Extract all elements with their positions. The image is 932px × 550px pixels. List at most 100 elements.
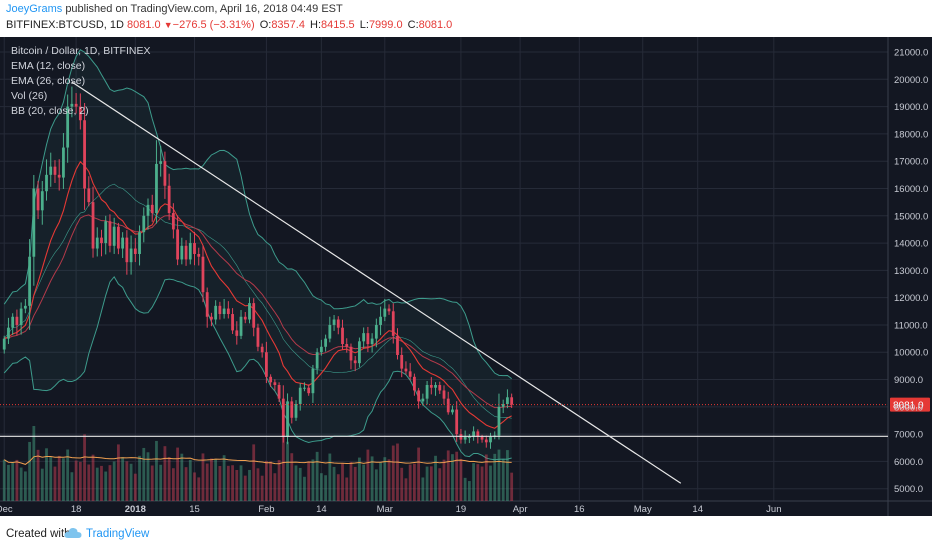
candle-body [138, 232, 141, 254]
volume-bar [159, 464, 163, 501]
volume-bar [2, 459, 6, 501]
legend-bollinger[interactable]: BB (20, close, 2) [11, 105, 89, 117]
symbol: BITFINEX:BTCUSD, 1D [6, 19, 124, 31]
x-tick-label: Dec [0, 504, 13, 515]
candle-body [78, 106, 82, 121]
y-tick-label: 9000.0 [894, 375, 923, 386]
candle-body [231, 314, 234, 331]
candle-body [336, 319, 340, 328]
volume-bar [121, 457, 125, 501]
ema26-line [4, 214, 512, 409]
candle-body [315, 352, 319, 369]
candle-body [256, 327, 260, 347]
tradingview-cloud-icon [64, 527, 82, 538]
candle-body [269, 376, 273, 383]
volume-bar [383, 457, 387, 501]
y-tick-label: 19000.0 [894, 102, 928, 113]
candle-body [150, 204, 154, 214]
candle-body [180, 245, 184, 260]
candle-body [53, 166, 57, 175]
candle-body [91, 202, 95, 249]
volume-bar [95, 467, 99, 501]
candle-body [484, 439, 488, 443]
y-tick-label: 8000.0 [894, 402, 923, 413]
low-label: L: [359, 19, 369, 31]
candle-body [15, 316, 19, 325]
volume-bar [336, 474, 340, 501]
candle-body [171, 213, 175, 230]
y-tick-label: 11000.0 [894, 320, 928, 331]
volume-bar [210, 458, 213, 501]
legend-ema26[interactable]: EMA (26, close) [11, 75, 86, 87]
volume-bar [497, 449, 501, 501]
volume-bar [176, 447, 179, 501]
y-tick-label: 21000.0 [894, 48, 928, 59]
volume-bar [74, 460, 78, 501]
volume-bar [434, 455, 437, 501]
candle-body [455, 409, 459, 435]
candle-body [446, 398, 450, 413]
candle-body [129, 248, 133, 263]
volume-bar [45, 448, 48, 501]
candle-body [197, 253, 201, 257]
candle-body [290, 401, 294, 418]
price-chart[interactable]: 8081.0 5000.0 6000.0 7000.0 8000.0 9000.0 1000… [0, 37, 932, 516]
candle-body [417, 390, 421, 402]
candle-body [408, 371, 412, 377]
candle-body [421, 398, 425, 402]
volume-bar [167, 457, 171, 501]
volume-bar [463, 477, 467, 501]
chart-area[interactable]: 8081.0 5000.0 6000.0 7000.0 8000.0 9000.0 1000… [0, 37, 932, 516]
candle-body [226, 308, 230, 315]
y-tick-label: 5000.0 [894, 484, 923, 495]
legend-volume[interactable]: Vol (26) [11, 90, 48, 102]
candle-body [87, 188, 91, 203]
volume-bar [117, 444, 120, 501]
volume-bar [455, 451, 459, 501]
volume-bar [265, 460, 268, 501]
volume-bar [286, 441, 289, 501]
candle-body [32, 188, 36, 257]
candle-body [391, 311, 395, 336]
volume-bar [493, 453, 497, 501]
volume-bar [256, 468, 260, 501]
x-tick-label: Feb [258, 504, 274, 515]
candle-body [332, 319, 336, 325]
candle-body [188, 243, 192, 260]
tradingview-brand[interactable]: TradingView [86, 528, 150, 540]
candle-body [311, 368, 315, 394]
candle-body [49, 166, 53, 175]
symbol-line: BITFINEX:BTCUSD, 1D 8081.0 ▼−276.5 (−3.3… [6, 19, 452, 31]
legend-ema12[interactable]: EMA (12, close) [11, 60, 86, 72]
volume-bar [319, 473, 323, 501]
volume-bar [489, 465, 492, 501]
volume-bar [421, 477, 425, 501]
volume-bar [332, 466, 336, 501]
candle-body [155, 163, 158, 214]
volume-bar [374, 469, 378, 501]
y-tick-label: 20000.0 [894, 75, 928, 86]
volume-bar [260, 475, 264, 501]
volume-bar [387, 459, 391, 501]
x-tick-label: 19 [456, 504, 467, 515]
volume-bar [57, 455, 61, 501]
volume-bar [222, 455, 226, 501]
candle-body [11, 316, 15, 328]
last-price-badge [890, 397, 930, 412]
volume-bar [349, 461, 353, 501]
candle-body [83, 120, 86, 189]
volume-bar [146, 452, 150, 501]
volume-bar [467, 481, 471, 501]
author-link[interactable]: JoeyGrams [6, 3, 63, 15]
candle-body [62, 147, 65, 178]
volume-bar [231, 465, 234, 501]
candle-body [451, 409, 454, 413]
candle-body [506, 397, 509, 405]
x-tick-label: Apr [513, 504, 528, 515]
volume-bar [129, 463, 133, 501]
volume-bar [108, 465, 112, 501]
volume-bar [83, 434, 86, 501]
candle-body [413, 376, 416, 391]
candle-body [366, 333, 370, 345]
candle-body [472, 431, 475, 437]
